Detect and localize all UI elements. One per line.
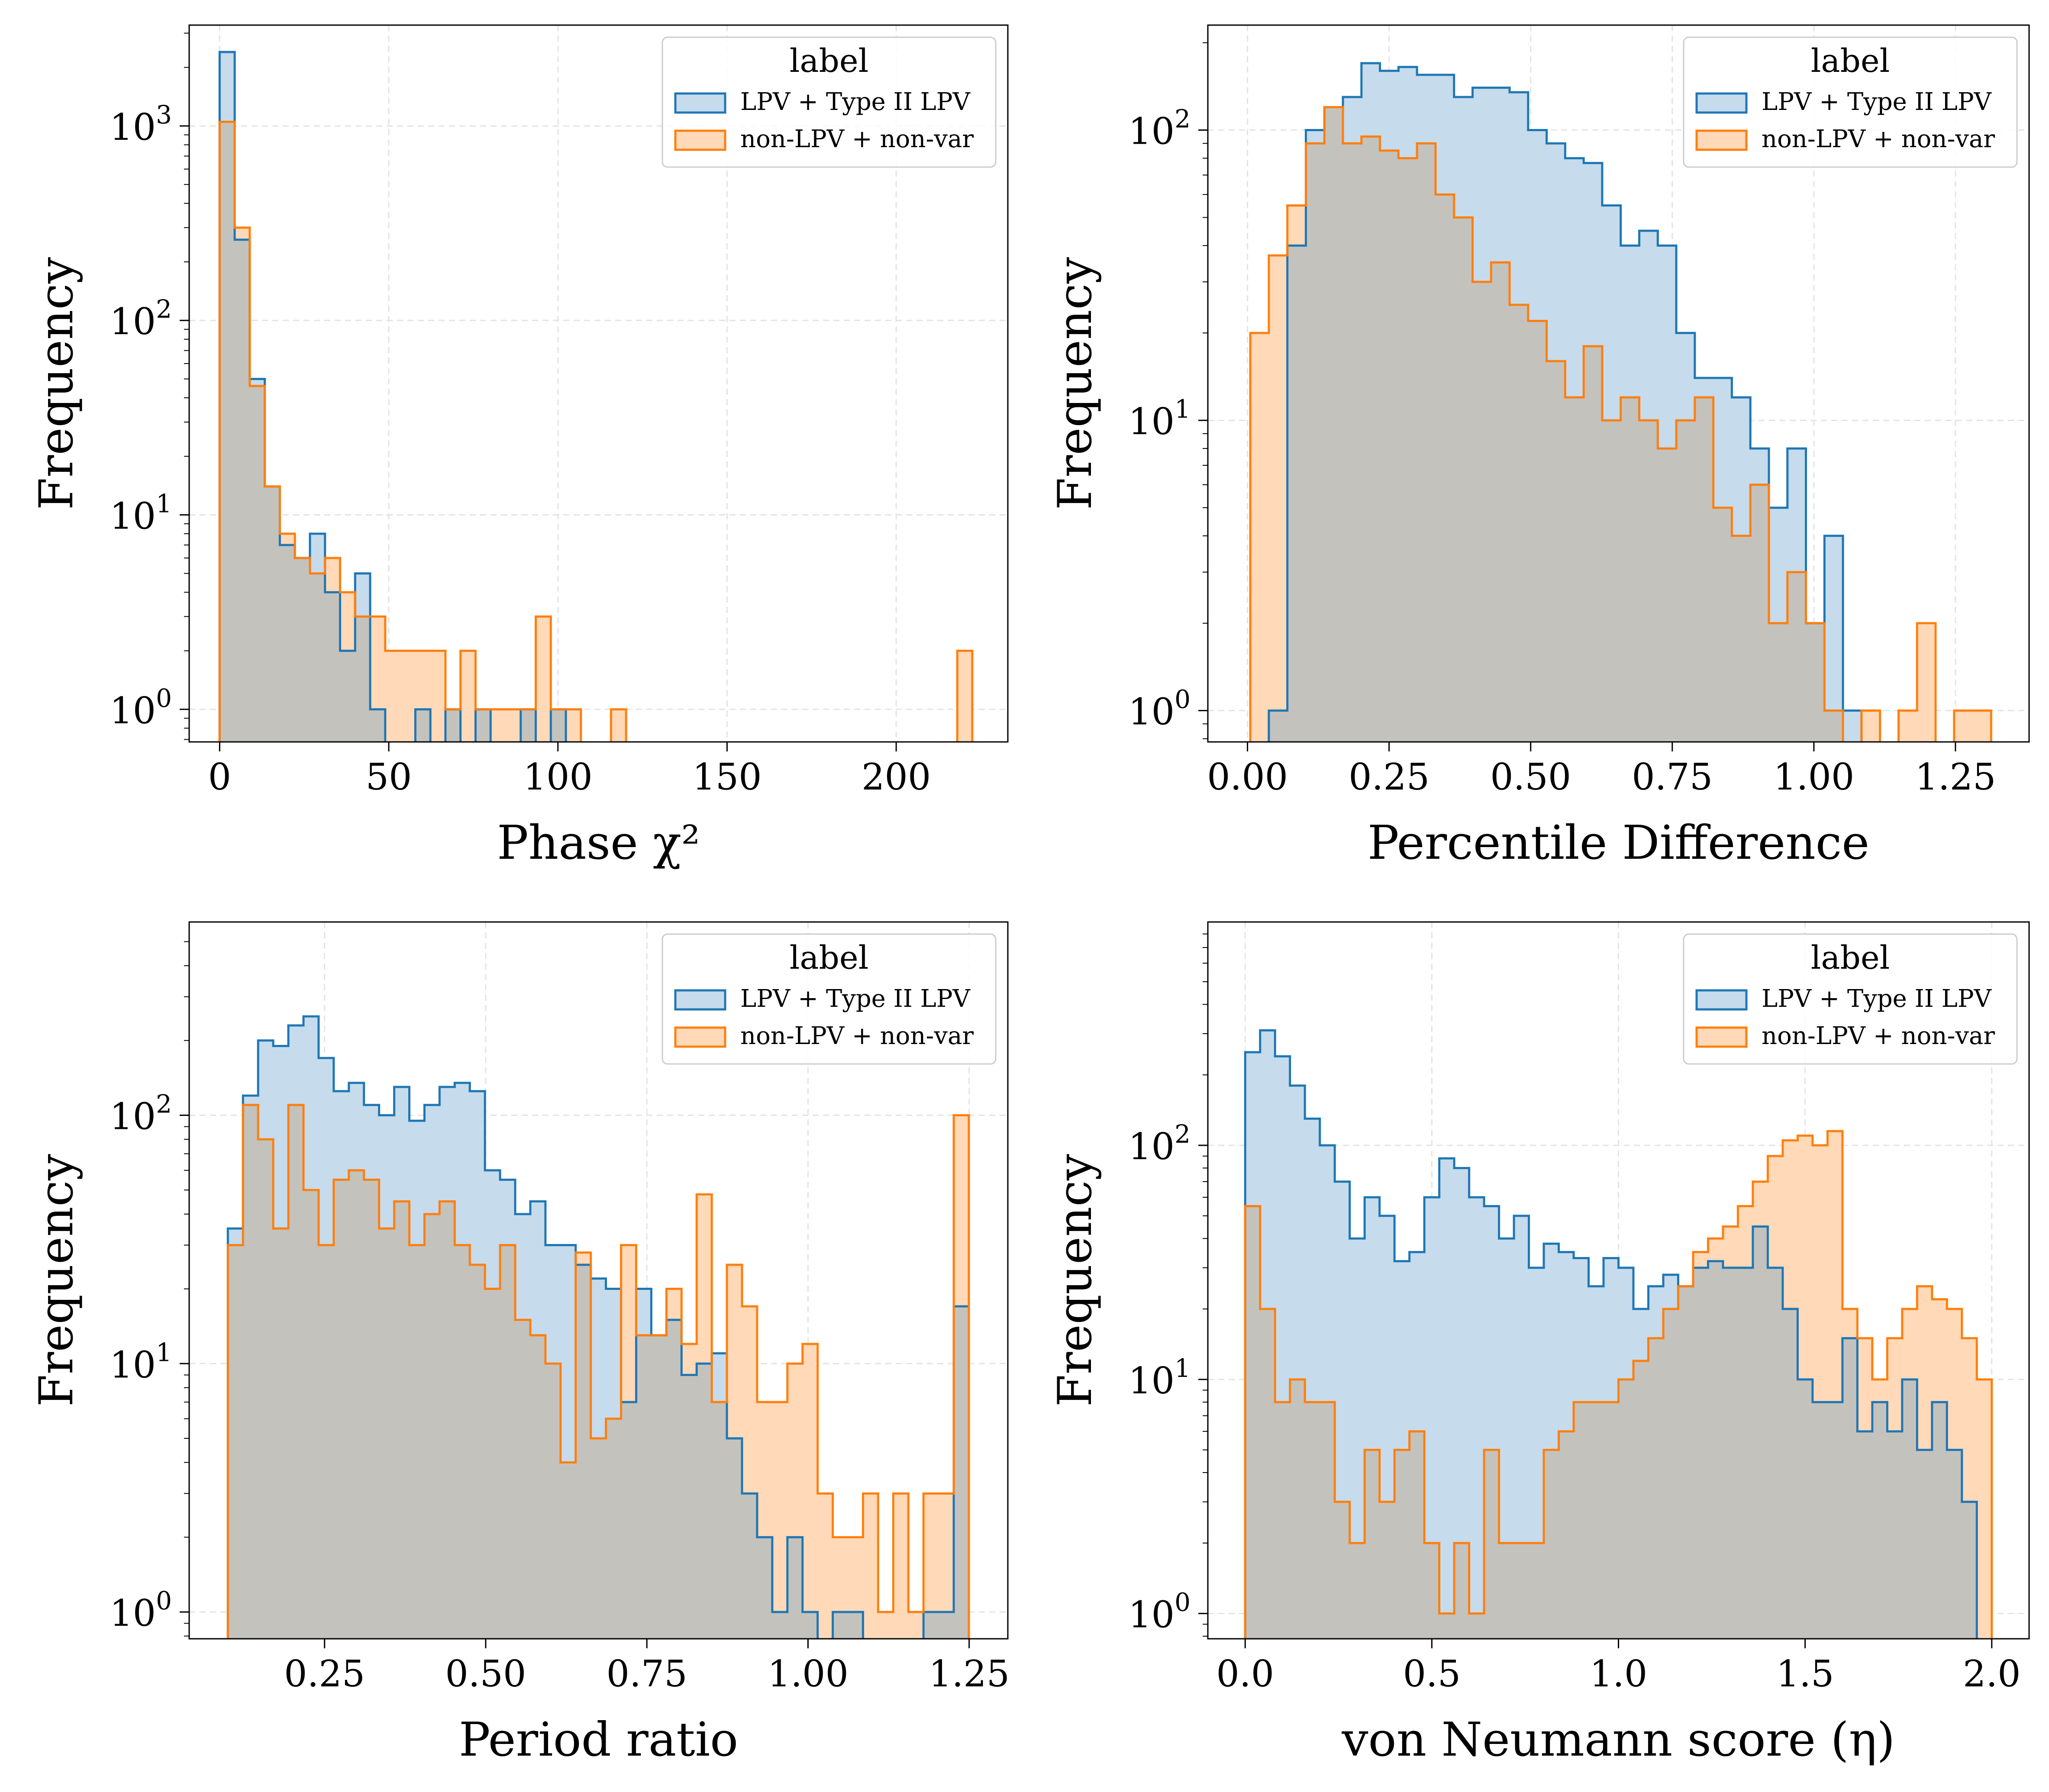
panel-period_ratio: 0.25 0.50 0.75 1.00 1.25 100 101 102 Period rati… (29, 921, 1010, 1767)
series-lpv-step (1268, 62, 1863, 742)
legend-entry-nonlpv: non-LPV + non-var (1762, 125, 1995, 153)
plot-area (1244, 1029, 1993, 1639)
x-tick-label: 0.5 (1403, 1653, 1461, 1695)
x-tick-label: 0.75 (1632, 756, 1713, 798)
x-tick-label: 1.0 (1590, 1653, 1648, 1695)
series-nonlpv-step (1249, 106, 1992, 742)
legend-swatch-lpv (1695, 989, 1748, 1011)
x-tick-label: 0.25 (1349, 756, 1429, 798)
legend: label LPV + Type II LPV non-LPV + non-var (1683, 933, 2018, 1065)
plot-area (226, 1015, 970, 1639)
series-overlap-fill (1268, 107, 1843, 742)
series-overlap-fill (219, 122, 566, 742)
y-tick-label: 100 (1128, 685, 1191, 733)
panel-von_neumann: 0.0 0.5 1.0 1.5 2.0 100 101 102 von Neumann scor… (1048, 921, 2030, 1767)
legend: label LPV + Type II LPV non-LPV + non-var (661, 933, 997, 1065)
legend-entry-nonlpv: non-LPV + non-var (1762, 1022, 1995, 1050)
legend-swatch-nonlpv (1695, 1026, 1748, 1048)
y-axis-label: Frequency (29, 1154, 84, 1407)
panel-phase_chi2: 0 50 100 150 200 100 101 102 103 Phase χ² Frequenc… (29, 24, 1009, 870)
y-tick-label: 100 (110, 683, 172, 732)
y-tick-label: 101 (1128, 394, 1191, 443)
x-tick-label: 1.00 (768, 1653, 849, 1695)
series-nonlpv-step (226, 1104, 970, 1639)
y-axis-label: Frequency (1048, 1154, 1102, 1407)
y-tick-label: 102 (1128, 104, 1191, 153)
x-axis-label: Period ratio (459, 1713, 738, 1767)
x-tick-label: 1.25 (1915, 756, 1996, 798)
x-tick-label: 0.50 (445, 1653, 526, 1695)
series-lpv-step (1244, 1029, 1978, 1639)
plot-area (1249, 62, 1992, 742)
legend-swatch-lpv (1695, 92, 1748, 114)
legend-entry-lpv: LPV + Type II LPV (1762, 985, 1992, 1013)
y-axis-label: Frequency (29, 257, 84, 510)
plot-area (218, 51, 974, 742)
x-tick-label: 1.00 (1773, 756, 1854, 798)
legend-entry-nonlpv: non-LPV + non-var (740, 125, 974, 153)
y-tick-label: 101 (110, 489, 172, 537)
legend-box (661, 933, 997, 1065)
legend-box (1683, 36, 2018, 168)
legend-title: label (790, 42, 869, 80)
legend-entry-nonlpv: non-LPV + non-var (740, 1022, 974, 1050)
legend-title: label (790, 939, 869, 977)
x-tick-label: 1.5 (1776, 1653, 1834, 1695)
legend-entry-lpv: LPV + Type II LPV (740, 88, 971, 116)
x-tick-label: 0.00 (1207, 756, 1288, 798)
legend-swatch-lpv (674, 989, 726, 1011)
axes-frame (188, 24, 1009, 743)
legend-title: label (1811, 42, 1890, 80)
legend-swatch-nonlpv (674, 1026, 726, 1048)
x-axis-label: von Neumann score (η) (1342, 1713, 1895, 1767)
axes-frame (1207, 24, 2030, 743)
y-axis-label: Frequency (1048, 257, 1102, 510)
x-tick-label: 0.50 (1490, 756, 1571, 798)
x-tick-label: 2.0 (1963, 1653, 2021, 1695)
series-overlap-fill (228, 1105, 969, 1639)
legend-entry-lpv: LPV + Type II LPV (740, 985, 971, 1013)
series-nonlpv-step (1244, 1130, 1993, 1639)
legend-title: label (1811, 939, 1890, 977)
x-axis-label: Phase χ² (497, 816, 700, 870)
axes-frame (188, 921, 1009, 1640)
series-nonlpv-step (218, 120, 974, 742)
x-tick-label: 0.75 (607, 1653, 687, 1695)
x-tick-label: 100 (523, 756, 593, 798)
legend: label LPV + Type II LPV non-LPV + non-var (1683, 36, 2018, 168)
legend-box (1683, 933, 2018, 1065)
y-tick-label: 100 (110, 1586, 172, 1634)
legend: label LPV + Type II LPV non-LPV + non-var (661, 36, 997, 168)
y-tick-label: 102 (1128, 1119, 1191, 1168)
x-axis-label: Percentile Difference (1368, 816, 1869, 870)
y-tick-label: 101 (1128, 1354, 1191, 1402)
x-tick-label: 0.25 (284, 1653, 365, 1695)
x-tick-label: 0.0 (1216, 1653, 1274, 1695)
x-tick-label: 150 (692, 756, 762, 798)
legend-box (661, 36, 997, 168)
x-tick-label: 200 (862, 756, 931, 798)
x-tick-label: 50 (366, 756, 412, 798)
y-tick-label: 101 (110, 1338, 172, 1386)
legend-swatch-nonlpv (674, 129, 726, 151)
y-tick-label: 103 (110, 100, 172, 148)
legend-swatch-lpv (674, 92, 726, 114)
series-overlap-fill (1245, 1206, 1977, 1639)
y-tick-label: 102 (110, 1089, 172, 1138)
series-lpv-step (226, 1015, 970, 1639)
y-tick-label: 100 (1128, 1588, 1191, 1636)
legend-swatch-nonlpv (1695, 129, 1748, 151)
y-tick-label: 102 (110, 294, 172, 343)
panel-percentile_diff: 0.00 0.25 0.50 0.75 1.00 1.25 100 101 102 Percent… (1048, 24, 2030, 870)
x-tick-label: 1.25 (929, 1653, 1010, 1695)
legend-entry-lpv: LPV + Type II LPV (1762, 88, 1992, 116)
x-tick-label: 0 (208, 756, 231, 798)
